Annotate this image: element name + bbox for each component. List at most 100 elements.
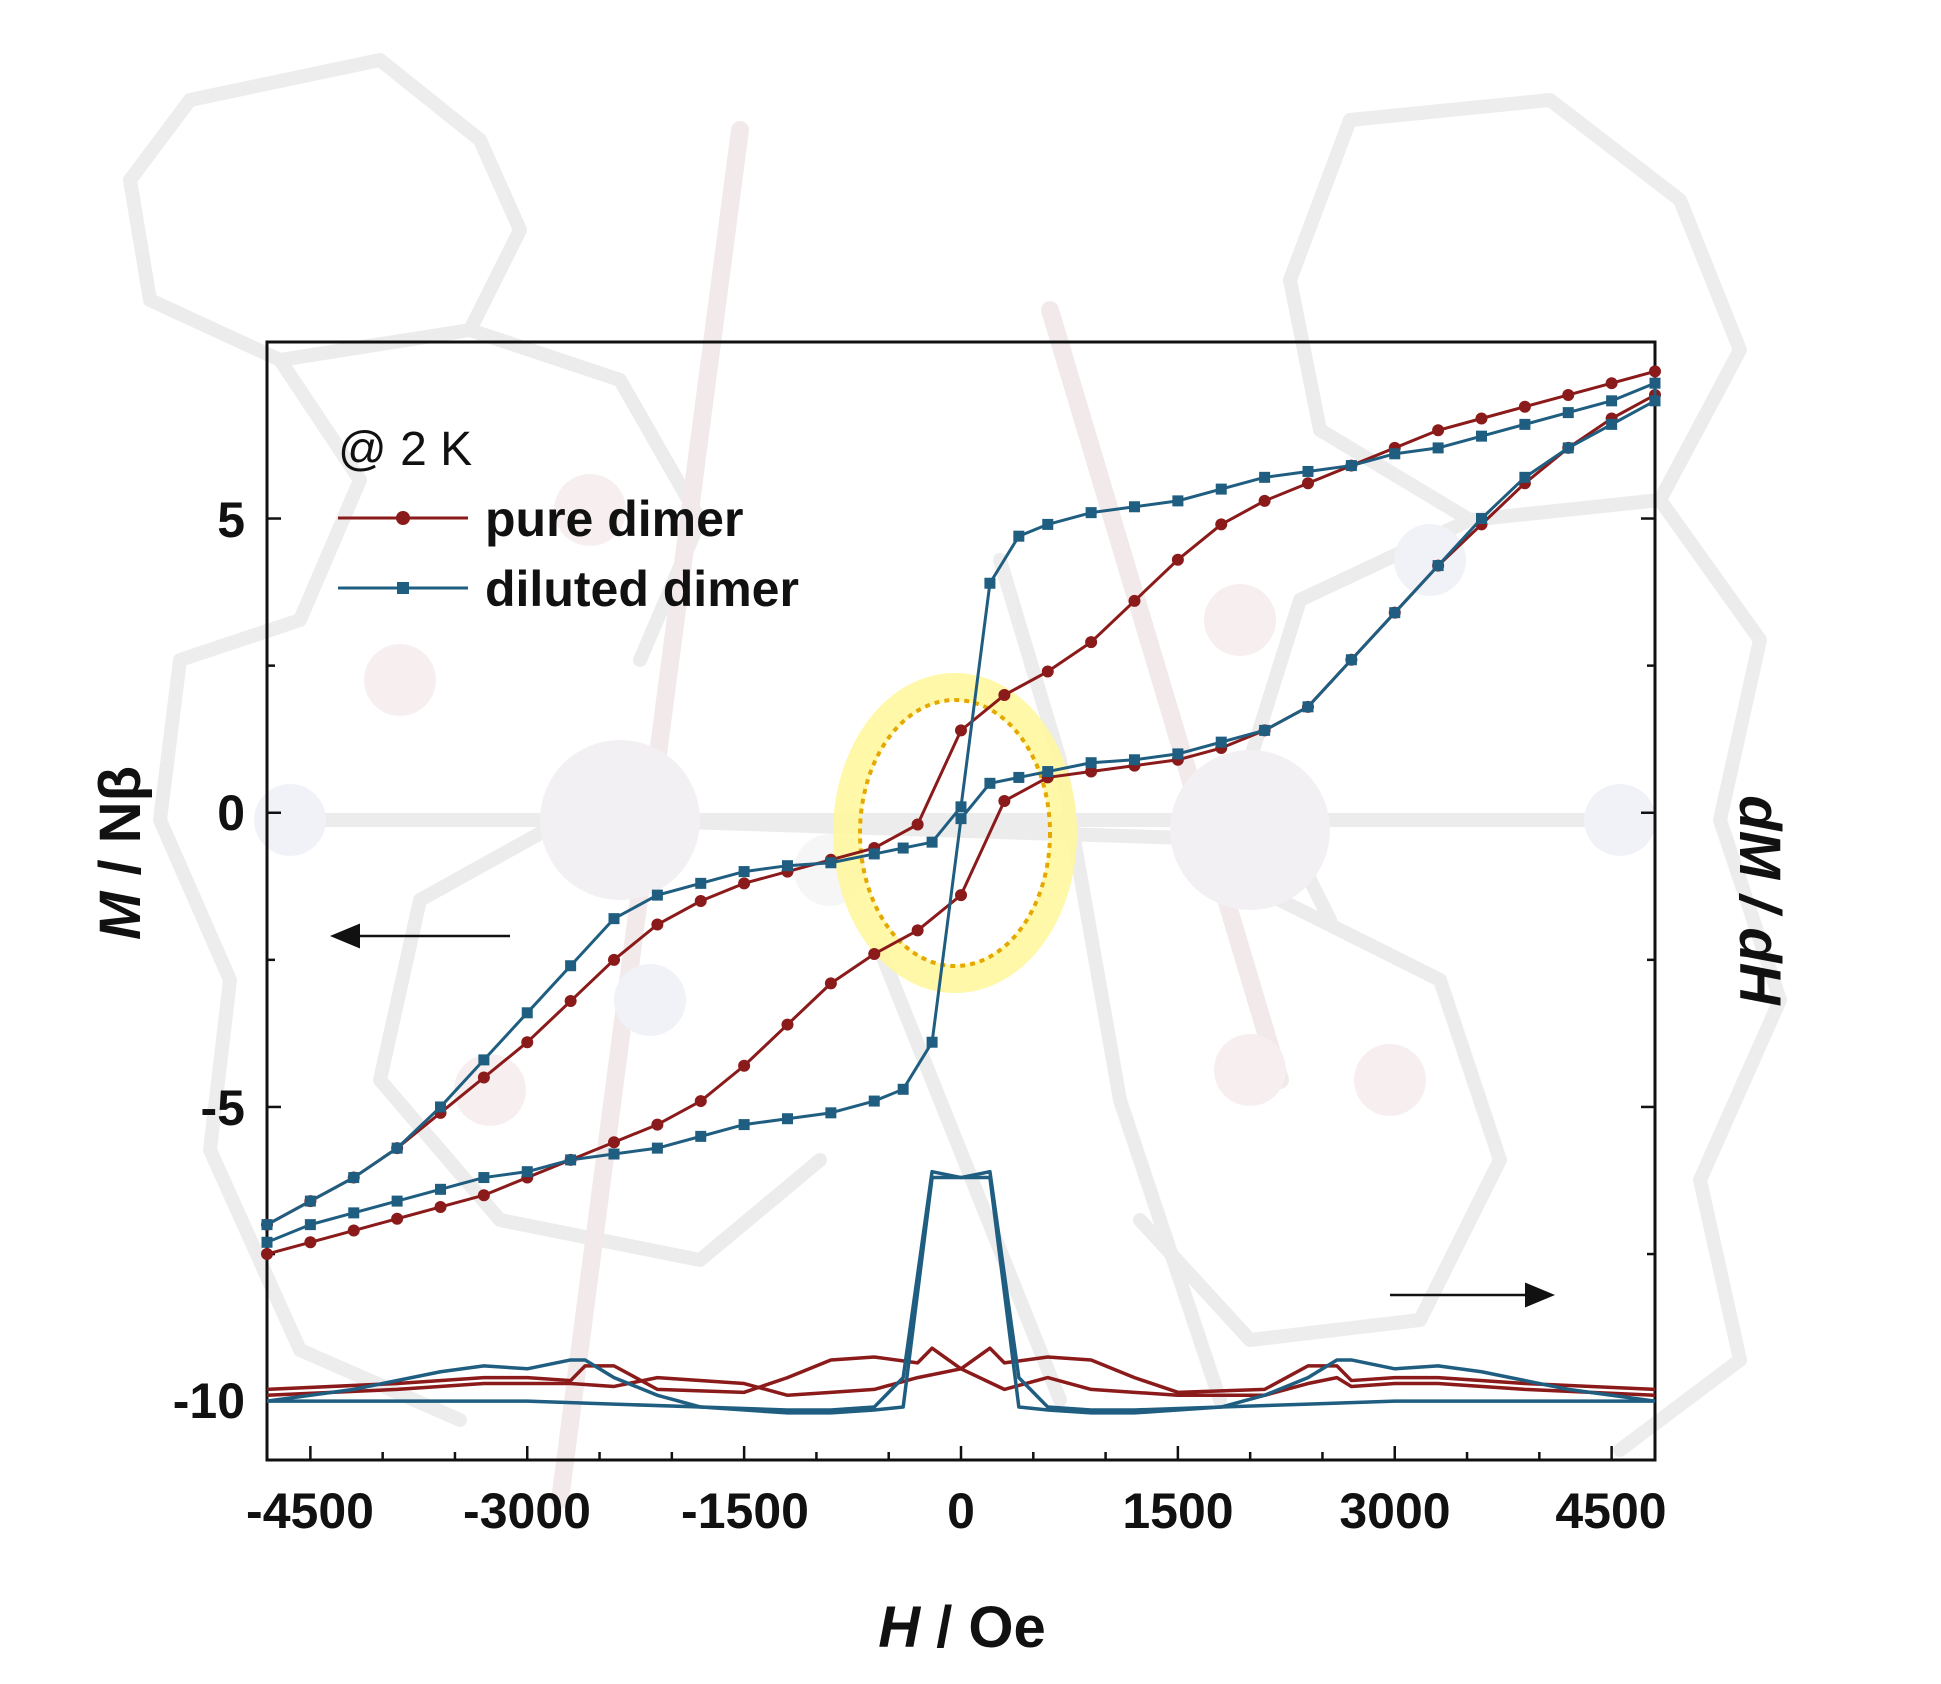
data-point-diluted-dimer bbox=[651, 889, 663, 901]
x-tick-label: 0 bbox=[947, 1483, 975, 1539]
data-point-diluted-dimer bbox=[1389, 607, 1401, 619]
data-point-diluted-dimer bbox=[651, 1142, 663, 1154]
x-tick-label: -4500 bbox=[246, 1483, 374, 1539]
data-point-diluted-dimer bbox=[1432, 560, 1444, 572]
data-point-diluted-dimer bbox=[1172, 495, 1184, 507]
data-point-pure-dimer bbox=[694, 895, 707, 907]
data-point-diluted-dimer bbox=[1172, 748, 1184, 760]
data-point-diluted-dimer bbox=[1519, 471, 1531, 483]
x-tick-labels: -4500 -3000 -1500 0 1500 3000 4500 bbox=[246, 1483, 1667, 1539]
data-point-pure-dimer bbox=[1085, 765, 1098, 778]
data-point-pure-dimer bbox=[955, 889, 967, 902]
data-point-diluted-dimer bbox=[1562, 442, 1574, 454]
data-point-diluted-dimer bbox=[348, 1207, 360, 1219]
legend-label-pure-dimer: pure dimer bbox=[485, 491, 743, 547]
x-axis-unit: / Oe bbox=[920, 1595, 1046, 1660]
data-point-diluted-dimer bbox=[1215, 736, 1227, 748]
data-point-pure-dimer bbox=[477, 1071, 490, 1084]
data-point-pure-dimer bbox=[1302, 477, 1314, 490]
data-point-diluted-dimer bbox=[984, 577, 996, 589]
data-point-diluted-dimer bbox=[868, 848, 880, 860]
data-point-diluted-dimer bbox=[1389, 448, 1401, 460]
data-point-diluted-dimer bbox=[868, 1095, 880, 1107]
data-point-diluted-dimer bbox=[1345, 654, 1357, 666]
series-line-pure-dimer-dm-dh bbox=[266, 1346, 1656, 1398]
data-point-pure-dimer bbox=[608, 953, 620, 966]
highlight-ellipse bbox=[833, 673, 1077, 993]
series-line-diluted-dimer-dm-dh bbox=[266, 1169, 1655, 1415]
data-point-diluted-dimer bbox=[348, 1172, 360, 1184]
data-point-diluted-dimer bbox=[1302, 701, 1314, 713]
data-point-pure-dimer bbox=[738, 1059, 751, 1072]
y-axis-title: M / Nβ bbox=[88, 766, 153, 940]
data-point-diluted-dimer bbox=[1129, 754, 1140, 766]
x-tick-label: 3000 bbox=[1339, 1483, 1450, 1539]
data-point-pure-dimer bbox=[781, 1018, 794, 1031]
data-point-pure-dimer bbox=[1128, 594, 1141, 607]
data-point-pure-dimer bbox=[1475, 412, 1488, 425]
data-point-diluted-dimer bbox=[825, 1107, 837, 1119]
data-point-diluted-dimer bbox=[782, 860, 793, 872]
data-point-diluted-dimer bbox=[926, 1036, 938, 1048]
data-point-diluted-dimer bbox=[304, 1219, 316, 1231]
x-tick-label: 1500 bbox=[1122, 1483, 1233, 1539]
data-point-diluted-dimer bbox=[695, 1130, 707, 1142]
x-tick-label: -1500 bbox=[681, 1483, 809, 1539]
data-point-diluted-dimer bbox=[984, 777, 996, 789]
data-point-diluted-dimer bbox=[478, 1054, 490, 1066]
x-tick-label: 4500 bbox=[1555, 1483, 1666, 1539]
data-point-pure-dimer bbox=[1171, 553, 1184, 566]
data-point-pure-dimer bbox=[434, 1200, 447, 1213]
data-point-diluted-dimer bbox=[1562, 407, 1574, 419]
x-axis-symbol: H bbox=[878, 1595, 921, 1660]
data-point-pure-dimer bbox=[998, 794, 1011, 807]
data-point-diluted-dimer bbox=[608, 1148, 620, 1160]
data-point-diluted-dimer bbox=[897, 1083, 909, 1095]
data-point-pure-dimer bbox=[521, 1036, 534, 1049]
data-point-pure-dimer bbox=[1258, 494, 1271, 507]
data-point-pure-dimer bbox=[998, 689, 1011, 702]
y-tick-labels: -10 -5 0 5 bbox=[173, 492, 245, 1429]
axis-ticks bbox=[267, 517, 1655, 1460]
data-point-pure-dimer bbox=[651, 918, 664, 931]
data-point-diluted-dimer bbox=[1042, 518, 1054, 530]
data-point-pure-dimer bbox=[1562, 388, 1575, 401]
series-layer bbox=[261, 365, 1661, 1415]
data-point-pure-dimer bbox=[1649, 365, 1661, 378]
legend: @ 2 K pure dimer diluted dimer bbox=[338, 423, 799, 617]
data-point-diluted-dimer bbox=[1013, 771, 1025, 783]
data-point-diluted-dimer bbox=[1259, 724, 1271, 736]
data-point-diluted-dimer bbox=[261, 1219, 273, 1231]
y-tick-label: 0 bbox=[217, 785, 245, 841]
data-point-diluted-dimer bbox=[1606, 395, 1618, 407]
data-point-diluted-dimer bbox=[1259, 471, 1271, 483]
data-point-diluted-dimer bbox=[926, 836, 938, 848]
y-axis-symbol: M bbox=[88, 890, 153, 940]
legend-label-diluted-dimer: diluted dimer bbox=[485, 561, 799, 617]
data-point-diluted-dimer bbox=[1013, 530, 1025, 542]
data-point-diluted-dimer bbox=[955, 813, 967, 825]
data-point-diluted-dimer bbox=[435, 1101, 446, 1113]
y-tick-label: -10 bbox=[173, 1373, 245, 1429]
data-point-pure-dimer bbox=[955, 724, 967, 737]
data-point-diluted-dimer bbox=[304, 1195, 316, 1207]
data-point-pure-dimer bbox=[1605, 377, 1618, 390]
data-point-pure-dimer bbox=[347, 1224, 360, 1237]
data-point-diluted-dimer bbox=[1042, 766, 1054, 778]
y2-axis-title: dM / dH bbox=[1727, 795, 1792, 1006]
x-tick-label: -3000 bbox=[463, 1483, 591, 1539]
data-point-diluted-dimer bbox=[825, 857, 837, 869]
series-line-pure-dimer-dm-dh-reverse bbox=[266, 1346, 1656, 1398]
data-point-pure-dimer bbox=[261, 1248, 273, 1261]
data-point-pure-dimer bbox=[651, 1118, 664, 1131]
data-point-pure-dimer bbox=[564, 995, 577, 1008]
data-point-diluted-dimer bbox=[1649, 377, 1661, 389]
data-point-diluted-dimer bbox=[955, 801, 967, 813]
data-point-diluted-dimer bbox=[1606, 418, 1618, 430]
data-point-pure-dimer bbox=[694, 1095, 707, 1108]
data-point-pure-dimer bbox=[477, 1189, 490, 1202]
data-point-diluted-dimer bbox=[738, 1119, 750, 1131]
data-point-diluted-dimer bbox=[391, 1195, 403, 1207]
data-point-diluted-dimer bbox=[1129, 501, 1140, 513]
